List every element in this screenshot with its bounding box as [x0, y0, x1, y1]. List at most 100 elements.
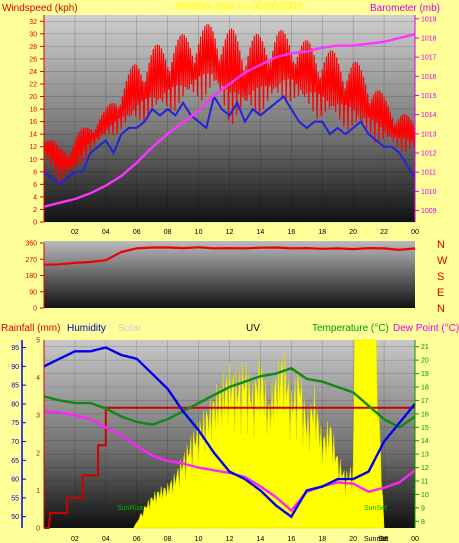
- wind-axis-tick-label: 30: [29, 31, 37, 38]
- axis-layer: 0246810121416182022242628303210091010101…: [11, 15, 448, 543]
- wind-average-line: [43, 93, 416, 186]
- windspeed-axis-title: Windspeed (kph): [2, 3, 78, 14]
- wind-x-tick-label: 06: [133, 229, 141, 236]
- wind-axis-tick-label: 0: [33, 220, 37, 227]
- temperature-axis-tick-label: 16: [421, 411, 429, 418]
- sunrise-tick-label: Sunrise: [364, 536, 388, 543]
- humidity-axis-tick-label: 75: [11, 420, 19, 427]
- humidity-axis-tick-label: 50: [11, 514, 19, 521]
- temperature-axis-tick-label: 19: [421, 371, 429, 378]
- temperature-axis-tick-label: 11: [421, 479, 428, 486]
- barometer-axis-tick-label: 1013: [421, 131, 437, 138]
- wind-x-tick-label: 12: [226, 229, 234, 236]
- barometer-axis-tick-label: 1015: [421, 93, 437, 100]
- dewpoint-axis-title: Dew Point (°C): [393, 323, 459, 334]
- temperature-x-tick-label: 08: [164, 536, 172, 543]
- compass-label: W: [437, 255, 448, 267]
- barometer-line: [43, 33, 416, 208]
- temperature-axis-tick-label: 15: [421, 425, 429, 432]
- wind-axis-tick-label: 16: [29, 119, 37, 126]
- rainfall-axis-tick-label: 5: [36, 338, 40, 345]
- wind-x-tick-label: 02: [71, 229, 79, 236]
- wind-x-tick-label: 18: [318, 229, 326, 236]
- temperature-axis-tick-label: 10: [421, 492, 429, 499]
- temperature-axis-tick-label: 8: [421, 519, 425, 526]
- temperature-x-tick-label: 18: [318, 536, 326, 543]
- barometer-axis-tick-label: 1014: [421, 112, 437, 119]
- direction-axis-tick-label: 360: [25, 241, 37, 248]
- wind-axis-tick-label: 14: [29, 132, 37, 139]
- wind-axis-tick-label: 28: [29, 44, 37, 51]
- humidity-axis-tick-label: 95: [11, 345, 19, 352]
- wind-gust-line: [43, 24, 416, 184]
- humidity-axis-title: Humidity: [67, 323, 106, 334]
- temperature-axis-tick-label: 18: [421, 385, 429, 392]
- barometer-axis-tick-label: 1010: [421, 189, 437, 196]
- temperature-axis-title: Temperature (°C): [312, 323, 389, 334]
- solar-area: [133, 339, 385, 529]
- humidity-axis-tick-label: 55: [11, 495, 19, 502]
- humidity-axis-tick-label: 60: [11, 477, 19, 484]
- wind-x-tick-label: 20: [349, 229, 357, 236]
- temperature-axis-tick-label: 21: [421, 344, 429, 351]
- wind-x-tick-label: 14: [257, 229, 265, 236]
- rainfall-axis-tick-label: 4: [36, 375, 40, 382]
- wind-axis-tick-label: 26: [29, 56, 37, 63]
- temperature-axis-tick-label: 14: [421, 438, 429, 445]
- direction-panel-background: [44, 241, 415, 308]
- wind-axis-tick-label: 12: [29, 144, 37, 151]
- wind-x-tick-label: 08: [164, 229, 172, 236]
- wind-axis-tick-label: 32: [29, 19, 37, 26]
- uv-axis-title: UV: [246, 323, 260, 334]
- barometer-axis-tick-label: 1016: [421, 74, 437, 81]
- solar-axis-title: Solar: [118, 323, 142, 334]
- barometer-axis-tick-label: 1012: [421, 151, 437, 158]
- wind-axis-tick-label: 22: [29, 82, 37, 89]
- wind-x-tick-label: 22: [380, 229, 388, 236]
- data-layer: [43, 24, 416, 529]
- direction-line: [43, 246, 416, 266]
- temperature-axis-tick-label: 12: [421, 465, 429, 472]
- humidity-axis-tick-label: 80: [11, 401, 19, 408]
- humidity-axis-tick-label: 65: [11, 458, 19, 465]
- wind-axis-tick-label: 2: [33, 207, 37, 214]
- wind-x-tick-label: 04: [102, 229, 110, 236]
- temperature-x-tick-label: 12: [226, 536, 234, 543]
- direction-axis-tick-label: 180: [25, 273, 37, 280]
- barometer-axis-tick-label: 1017: [421, 55, 437, 62]
- rainfall-axis-tick-label: 3: [36, 413, 40, 420]
- compass-label: S: [437, 271, 444, 283]
- rainfall-axis-tick-label: 2: [36, 450, 40, 457]
- wind-axis-tick-label: 6: [33, 182, 37, 189]
- wind-x-tick-label: 00: [411, 229, 419, 236]
- humidity-axis-tick-label: 90: [11, 364, 19, 371]
- temperature-x-tick-label: 16: [287, 536, 295, 543]
- wind-axis-tick-label: 18: [29, 107, 37, 114]
- sunset-label: SunSet: [364, 505, 387, 512]
- humidity-axis-tick-label: 70: [11, 439, 19, 446]
- compass-label: N: [437, 303, 445, 315]
- sunset-tick-label: Set: [378, 536, 389, 543]
- temperature-x-tick-label: 06: [133, 536, 141, 543]
- rainfall-axis-tick-label: 1: [36, 488, 40, 495]
- wind-axis-tick-label: 4: [33, 194, 37, 201]
- temperature-line: [43, 366, 416, 429]
- rainfall-axis-title: Rainfall (mm): [1, 323, 60, 334]
- temperature-x-tick-label: 22: [380, 536, 388, 543]
- direction-axis-tick-label: 0: [33, 306, 37, 313]
- temperature-x-tick-label: 10: [195, 536, 203, 543]
- direction-axis-tick-label: 270: [25, 257, 37, 264]
- compass-label: E: [437, 287, 444, 299]
- barometer-axis-tick-label: 1011: [421, 170, 436, 177]
- temperature-axis-tick-label: 9: [421, 505, 425, 512]
- barometer-axis-tick-label: 1009: [421, 208, 437, 215]
- temperature-axis-tick-label: 20: [421, 358, 429, 365]
- temperature-axis-tick-label: 17: [421, 398, 429, 405]
- humidity-line: [43, 346, 416, 519]
- wind-axis-tick-label: 24: [29, 69, 37, 76]
- wind-axis-tick-label: 8: [33, 169, 37, 176]
- sunrise-label: SunRise: [117, 505, 144, 512]
- humidity-axis-tick-label: 85: [11, 383, 19, 390]
- rainfall-axis-tick-label: 0: [36, 526, 40, 533]
